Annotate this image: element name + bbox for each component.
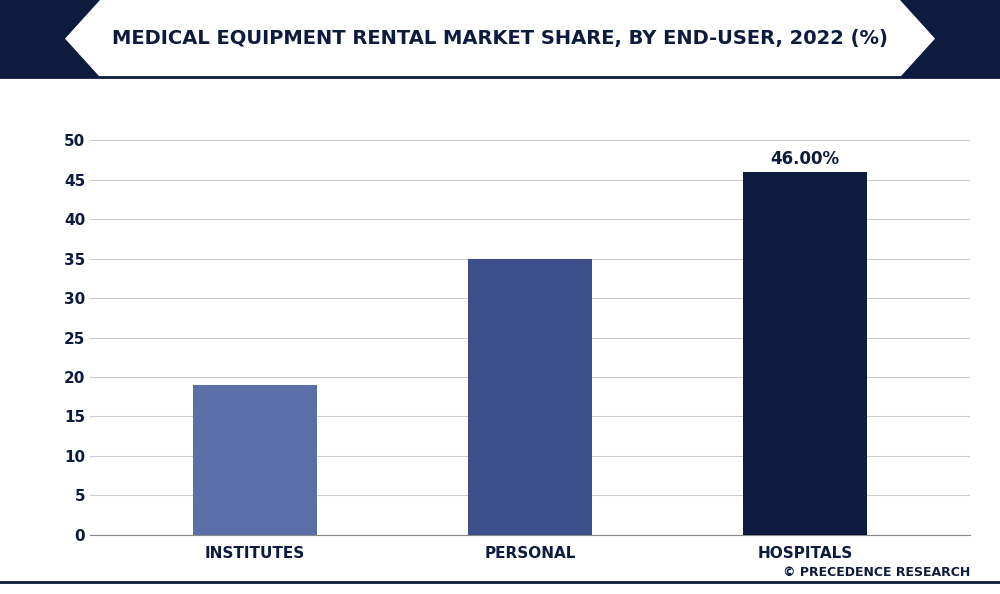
Text: MEDICAL EQUIPMENT RENTAL MARKET SHARE, BY END-USER, 2022 (%): MEDICAL EQUIPMENT RENTAL MARKET SHARE, B… [112,29,888,48]
Bar [743,172,867,535]
Bar [468,258,592,535]
Polygon shape [0,0,100,77]
Text: © PRECEDENCE RESEARCH: © PRECEDENCE RESEARCH [783,566,970,579]
Polygon shape [900,0,1000,77]
Bar [193,385,317,535]
Text: 46.00%: 46.00% [770,150,840,168]
